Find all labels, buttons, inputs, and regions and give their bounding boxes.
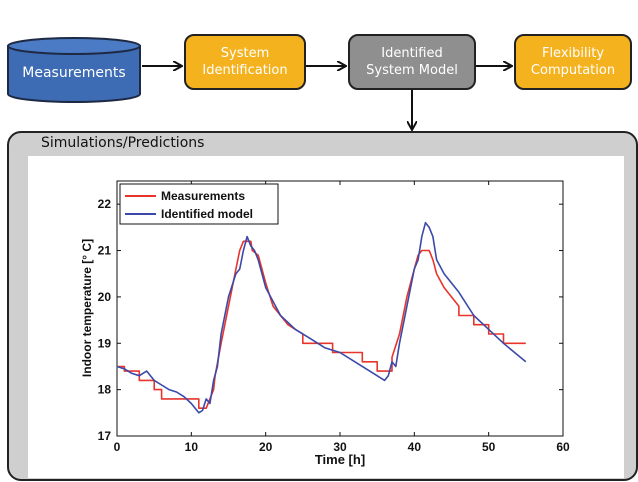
system-identification-line1: System xyxy=(220,46,270,61)
x-tick-label: 0 xyxy=(114,440,121,454)
database-cylinder-icon xyxy=(7,37,141,103)
measurements-label: Measurements xyxy=(22,64,126,81)
flexibility-computation-line2: Computation xyxy=(530,63,616,78)
legend-box xyxy=(119,183,279,225)
flow-arrows xyxy=(142,0,638,140)
x-axis-label: Time [h] xyxy=(315,452,365,467)
y-tick-label: 19 xyxy=(98,336,112,350)
identified-system-model-line1: Identified xyxy=(381,46,443,61)
measurements-node: Measurements xyxy=(6,36,142,104)
system-identification-line2: Identification xyxy=(202,63,288,78)
x-tick-label: 10 xyxy=(185,440,199,454)
identified-system-model-line2: System Model xyxy=(366,63,458,78)
y-axis-label: Indoor temperature [° C] xyxy=(80,239,94,377)
identified-system-model-node: Identified System Model xyxy=(348,34,476,90)
legend-label-measurements: Measurements xyxy=(161,189,245,203)
plot-area: 0 10 20 30 40 50 60 17 18 19 20 21 22 Time [h] Indoo… xyxy=(28,156,624,478)
legend: Measurements Identified model xyxy=(119,183,279,225)
legend-label-identified-model: Identified model xyxy=(161,207,253,221)
x-tick-label: 60 xyxy=(556,440,570,454)
flexibility-computation-line1: Flexibility xyxy=(541,46,605,61)
temperature-chart: 0 10 20 30 40 50 60 17 18 19 20 21 22 Time [h] Indoo… xyxy=(80,180,570,467)
system-identification-node: System Identification xyxy=(184,34,306,90)
x-tick-label: 50 xyxy=(482,440,496,454)
y-tick-label: 18 xyxy=(98,383,112,397)
series-line-identified-model xyxy=(116,221,527,414)
flexibility-computation-node: Flexibility Computation xyxy=(514,34,632,90)
x-tick-label: 30 xyxy=(333,440,347,454)
simulations-title: Simulations/Predictions xyxy=(41,135,205,151)
x-tick-label: 20 xyxy=(259,440,273,454)
y-tick-label: 20 xyxy=(98,290,112,304)
x-tick-label: 40 xyxy=(408,440,422,454)
y-tick-label: 17 xyxy=(98,429,112,443)
y-tick-label: 21 xyxy=(98,244,112,258)
series-lines xyxy=(116,221,527,414)
y-tick-label: 22 xyxy=(98,197,112,211)
axis-ticks: 0 10 20 30 40 50 60 17 18 19 20 21 22 xyxy=(98,181,570,454)
